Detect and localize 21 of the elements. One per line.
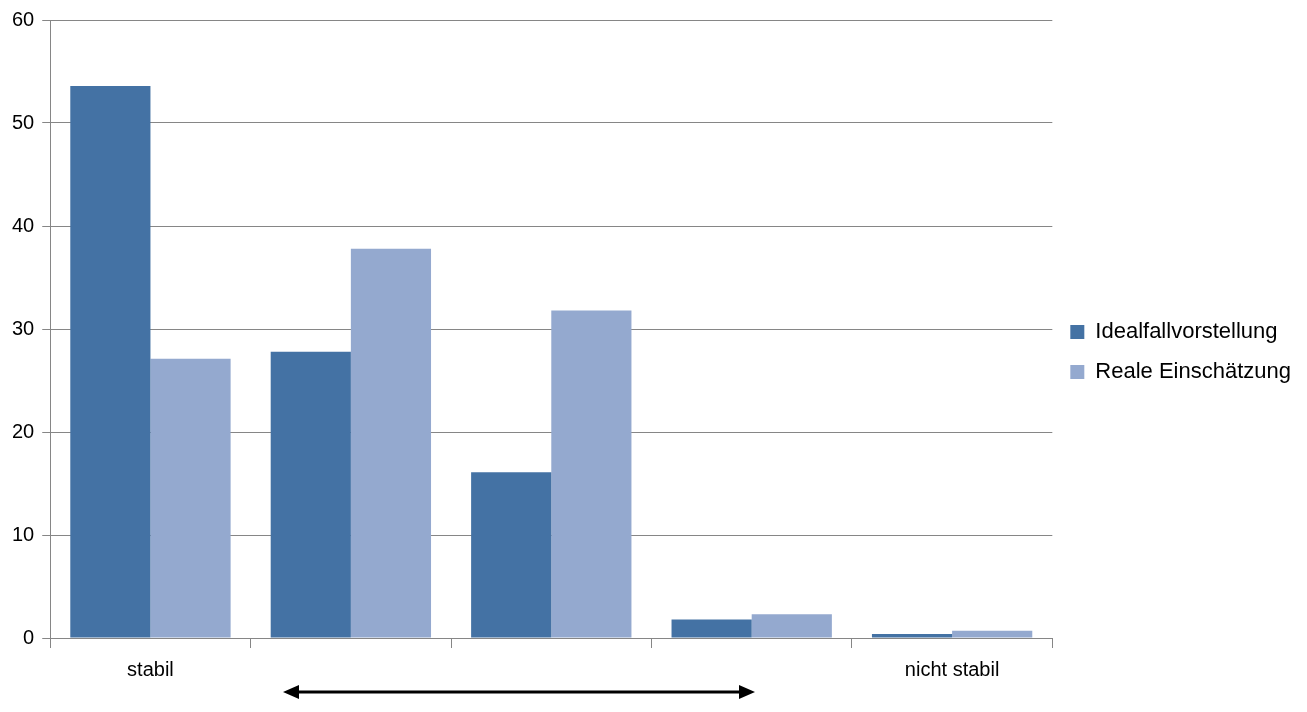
legend-label: Reale Einschätzung: [1095, 358, 1292, 384]
x-tick-label: nicht stabil: [904, 657, 1000, 680]
y-tick-label: 20: [12, 419, 35, 442]
y-tick-label: 60: [12, 7, 35, 30]
y-tick-label: 30: [12, 316, 35, 339]
y-tick-label: 40: [12, 213, 35, 236]
y-tick-label: 50: [12, 110, 35, 133]
legend-label: Idealfallvorstellung: [1095, 318, 1278, 344]
y-tick-label: 10: [12, 522, 35, 545]
bar: [350, 248, 432, 638]
bar: [871, 633, 953, 638]
bar: [150, 358, 231, 638]
x-tick-label: stabil: [127, 657, 174, 680]
bar: [671, 619, 752, 638]
bar: [270, 351, 351, 638]
y-tick-label: 0: [23, 625, 35, 648]
bar: [751, 614, 832, 638]
bar: [551, 310, 632, 638]
bar: [952, 630, 1033, 638]
bar: [471, 472, 552, 638]
bar: [70, 85, 151, 638]
